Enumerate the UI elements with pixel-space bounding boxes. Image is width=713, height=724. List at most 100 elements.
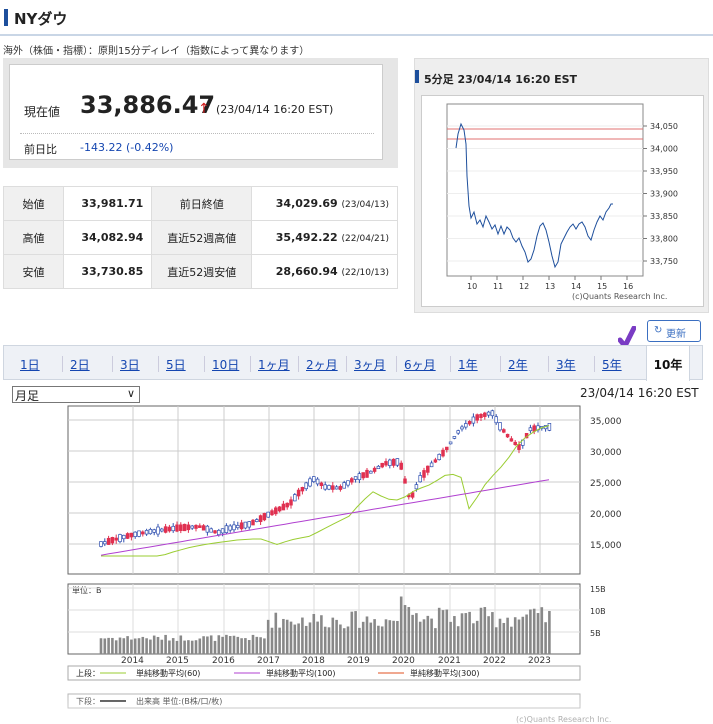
select-value: 月足 xyxy=(15,389,40,403)
volume-bar xyxy=(152,635,156,654)
table-row: 高値 34,082.94 直近52週高値 35,492.22 (22/04/21… xyxy=(3,220,398,255)
candle xyxy=(122,534,126,540)
x-tick: 12 xyxy=(519,282,529,291)
volume-bar xyxy=(487,616,490,654)
x-tick: 2020 xyxy=(392,656,415,666)
volume-bar xyxy=(141,636,145,654)
candle xyxy=(502,429,506,433)
volume-bar xyxy=(316,621,319,654)
candle xyxy=(148,529,153,535)
tab-2[interactable]: 3日 xyxy=(120,358,140,372)
volume-bar xyxy=(396,620,399,654)
candle xyxy=(456,430,460,434)
candle xyxy=(479,413,483,418)
stat-label: 安値 xyxy=(3,254,64,289)
candle xyxy=(152,529,156,533)
candle xyxy=(156,526,160,535)
volume-bar xyxy=(266,619,270,654)
tab-6[interactable]: 2ヶ月 xyxy=(306,358,338,372)
volume-bar xyxy=(149,639,152,654)
candle xyxy=(190,525,194,529)
tab-separator xyxy=(594,356,595,372)
volume-bar xyxy=(441,610,445,654)
volume-bar xyxy=(274,612,278,654)
candle xyxy=(418,475,422,483)
tab-separator xyxy=(62,356,63,372)
price-label: 現在値 xyxy=(24,105,61,119)
volume-bar xyxy=(145,638,148,654)
quote-panel: 現在値 33,886.47 ↑ (23/04/14 16:20 EST) 前日比… xyxy=(9,64,383,160)
volume-bar xyxy=(361,621,365,654)
candle xyxy=(217,529,221,535)
tab-4[interactable]: 10日 xyxy=(212,358,240,372)
change-value: -143.22 (-0.42%) xyxy=(80,141,174,154)
volume-bar xyxy=(377,625,380,654)
y-tick: 33,800 xyxy=(650,235,678,244)
y-tick: 34,050 xyxy=(650,122,678,131)
candle xyxy=(338,485,343,490)
tab-7[interactable]: 3ヶ月 xyxy=(354,358,386,372)
volume-bar xyxy=(331,617,335,654)
candle xyxy=(293,494,297,502)
tab-11[interactable]: 3年 xyxy=(556,358,576,372)
tab-9[interactable]: 1年 xyxy=(458,358,478,372)
title-accent-bar xyxy=(415,70,419,83)
volume-bar xyxy=(236,636,240,654)
candle xyxy=(125,533,130,539)
candle xyxy=(445,446,449,451)
tab-13[interactable]: 10年 xyxy=(646,346,690,381)
candle xyxy=(266,511,270,518)
candle xyxy=(106,537,111,545)
tab-12[interactable]: 5年 xyxy=(602,358,622,372)
candle xyxy=(437,453,441,461)
candle xyxy=(426,465,430,473)
tab-separator xyxy=(548,356,549,372)
tab-separator xyxy=(204,356,205,372)
volume-bar xyxy=(312,613,316,654)
volume-bar xyxy=(502,622,506,654)
volume-bar xyxy=(544,622,547,654)
volume-bar xyxy=(111,637,114,654)
volume-bar xyxy=(301,617,304,654)
candle xyxy=(133,531,137,537)
candle xyxy=(490,410,495,417)
candle xyxy=(433,459,438,463)
ma100-line xyxy=(100,479,550,556)
volume-bar xyxy=(103,638,107,654)
candle xyxy=(110,537,115,544)
candle xyxy=(372,467,377,472)
volume-bar xyxy=(293,624,297,654)
intraday-chart-panel: 5分足 23/04/14 16:20 EST 34,050 34,000 33,95… xyxy=(414,58,709,313)
delay-notice: 海外（株価・指標）：原則15分ディレイ（指数によって異なります） xyxy=(3,46,310,57)
x-tick: 10 xyxy=(467,282,477,291)
change-label: 前日比 xyxy=(24,143,57,156)
candle xyxy=(103,541,107,545)
candle xyxy=(285,502,289,508)
tab-10[interactable]: 2年 xyxy=(508,358,528,372)
stat-value-dated: 34,029.69 (23/04/13) xyxy=(251,186,398,221)
candle xyxy=(224,525,229,534)
y-tick: 25,000 xyxy=(590,479,622,489)
legend-ma60: 単純移動平均(60) xyxy=(136,668,200,678)
candle xyxy=(118,534,122,543)
intraday-chart-svg: 34,050 34,000 33,950 33,900 33,850 33,800 33,7… xyxy=(446,103,678,301)
volume-bar xyxy=(285,619,289,654)
up-arrow-icon: ↑ xyxy=(198,101,210,117)
tab-3[interactable]: 5日 xyxy=(166,358,186,372)
volume-bar xyxy=(521,616,525,654)
x-tick: 16 xyxy=(623,282,633,291)
volume-bar xyxy=(270,627,274,654)
candle-period-select[interactable]: 月足 ∨ xyxy=(12,386,140,403)
tab-8[interactable]: 6ヶ月 xyxy=(404,358,436,372)
tab-5[interactable]: 1ヶ月 xyxy=(258,358,290,372)
candle xyxy=(464,423,468,428)
refresh-button[interactable]: ↻ 更新 xyxy=(647,320,701,342)
x-tick: 14 xyxy=(571,282,581,291)
page-header: NYダウ xyxy=(0,0,713,36)
volume-bar xyxy=(365,616,369,654)
tab-1[interactable]: 2日 xyxy=(70,358,90,372)
candle xyxy=(475,414,479,421)
tab-0[interactable]: 1日 xyxy=(20,358,40,372)
volume-bar xyxy=(354,611,357,654)
current-price: 33,886.47 xyxy=(80,91,216,119)
